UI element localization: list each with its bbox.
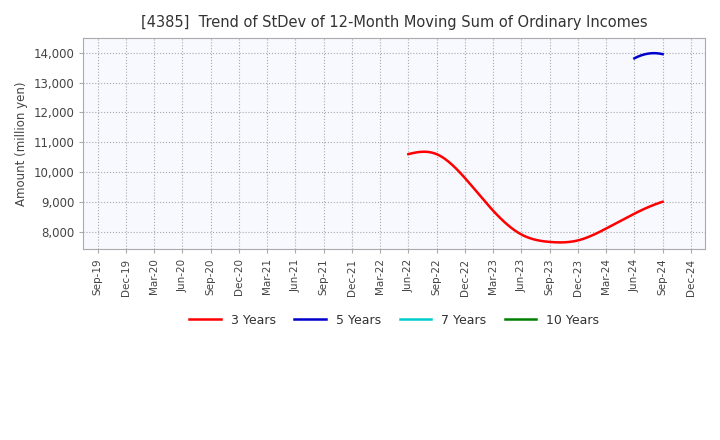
3 Years xyxy=(555,240,564,245)
5 Years xyxy=(658,51,667,57)
3 Years xyxy=(557,240,566,245)
Y-axis label: Amount (million yen): Amount (million yen) xyxy=(15,81,28,206)
3 Years xyxy=(658,199,667,205)
3 Years xyxy=(562,240,570,245)
3 Years xyxy=(404,151,413,157)
5 Years xyxy=(647,51,655,56)
Title: [4385]  Trend of StDev of 12-Month Moving Sum of Ordinary Incomes: [4385] Trend of StDev of 12-Month Moving… xyxy=(141,15,647,30)
3 Years xyxy=(557,240,565,245)
Legend: 3 Years, 5 Years, 7 Years, 10 Years: 3 Years, 5 Years, 7 Years, 10 Years xyxy=(184,309,604,332)
5 Years xyxy=(636,53,645,58)
5 Years xyxy=(644,51,653,56)
Line: 3 Years: 3 Years xyxy=(408,152,662,242)
3 Years xyxy=(620,216,629,221)
5 Years xyxy=(657,51,666,57)
5 Years xyxy=(649,51,658,56)
5 Years xyxy=(657,51,665,56)
5 Years xyxy=(636,53,644,59)
Line: 5 Years: 5 Years xyxy=(634,53,662,59)
3 Years xyxy=(419,149,428,154)
3 Years xyxy=(636,208,645,213)
5 Years xyxy=(630,56,639,61)
3 Years xyxy=(405,151,413,157)
